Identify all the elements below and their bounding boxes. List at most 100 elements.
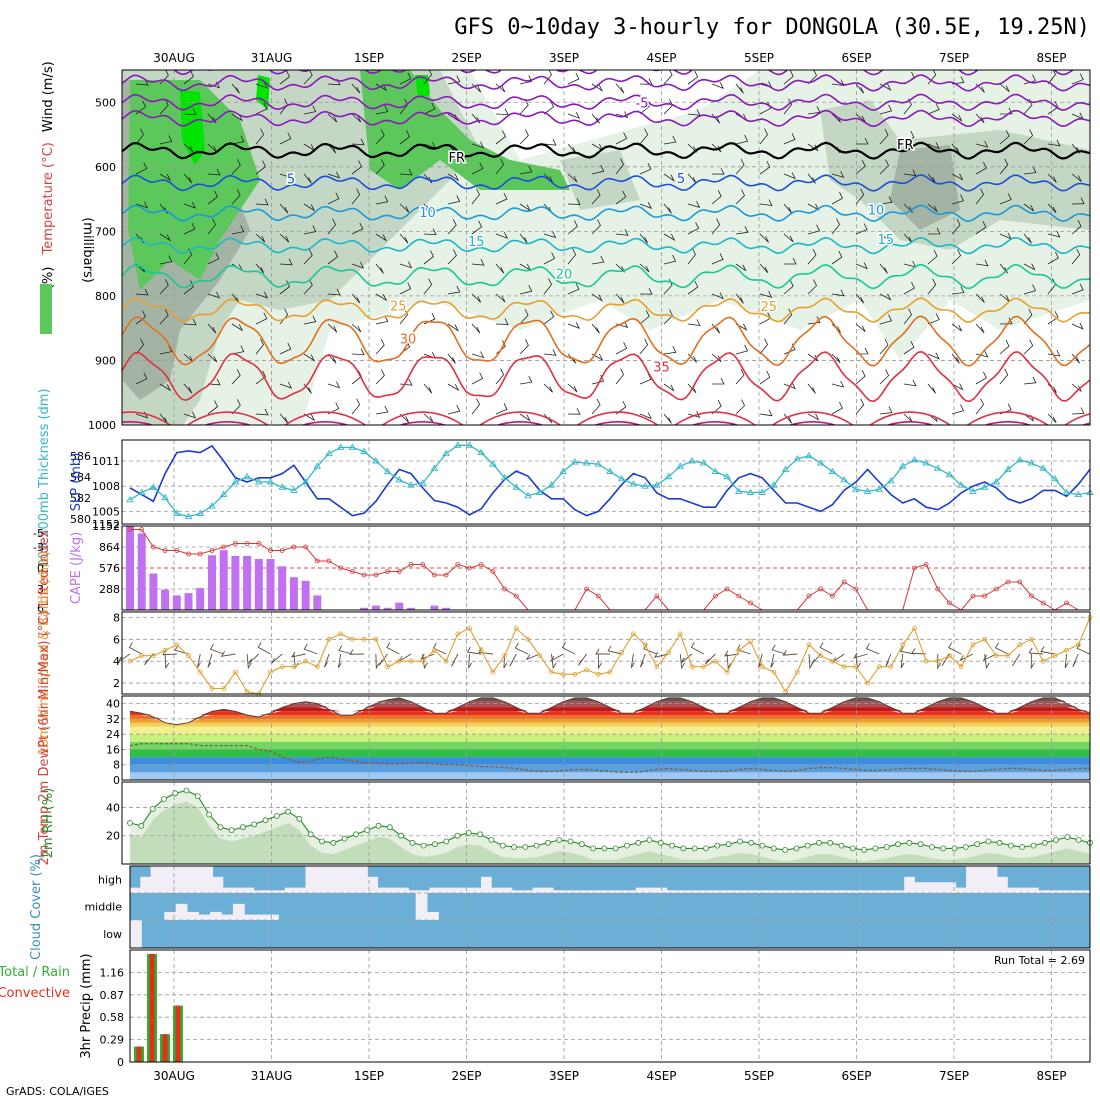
isotherm-loop [497, 420, 543, 425]
wind-speed-point [291, 664, 297, 670]
y-tick-label: 16 [106, 743, 120, 756]
wind-barb [879, 196, 893, 205]
slp-thickness-frame [121, 439, 1091, 525]
wind-barb [615, 132, 628, 145]
wind-speed-point [408, 658, 414, 664]
wind-speed-point [349, 636, 355, 642]
wind-barb [279, 171, 293, 179]
rh-point [319, 838, 325, 845]
cloud-bar [790, 890, 802, 893]
cape-bar [231, 556, 240, 610]
wind-barb [607, 645, 622, 655]
wind-barb [159, 173, 172, 182]
wind10-axis-label: 10m Wind Speed & Barbs (m/s) [37, 551, 52, 756]
wind-barb [543, 100, 555, 115]
y-tick-label: 1008 [92, 480, 120, 493]
contour-label: 15 [877, 233, 894, 248]
isotherm-line [122, 74, 1090, 92]
lifted-index-point [748, 600, 753, 606]
wind-barb [975, 140, 989, 148]
rh-point [669, 842, 675, 849]
cloud-bar [398, 887, 410, 893]
thickness-axis-label: 1000-500mb Thickness (dm) [37, 388, 52, 575]
wind-speed-point [314, 664, 320, 670]
y-tick-label: 6 [113, 633, 120, 646]
wind-barb [519, 339, 529, 355]
wind-barb [471, 372, 484, 385]
wind-label: Wind (m/s) [41, 61, 56, 132]
wind-barb [447, 323, 460, 332]
thickness-point [688, 457, 696, 464]
isotherm-line [122, 350, 1090, 403]
thickness-point [992, 478, 1001, 485]
thickness-point [1051, 474, 1059, 482]
contour-label: 35 [653, 360, 670, 375]
thickness-point [934, 464, 942, 471]
thickness-point [254, 478, 263, 485]
top-date-label: 2SEP [451, 51, 481, 65]
wind-barb [303, 383, 312, 394]
wind-barb [375, 83, 388, 92]
rh-point [849, 845, 856, 852]
wind-barb [999, 263, 1008, 274]
wind-barb [567, 283, 580, 295]
temperature-band [130, 734, 1090, 742]
wind-barb [207, 291, 221, 299]
isotherm-line [122, 93, 1090, 112]
wind-barb [959, 653, 974, 662]
wind-barb [423, 102, 436, 115]
lifted-index-point [923, 562, 929, 567]
thickness-point [1027, 459, 1036, 466]
cape-bar [301, 580, 310, 610]
cloud-bar [625, 890, 637, 893]
rh-point [488, 837, 495, 843]
thickness-point [676, 462, 685, 469]
lifted-index-point [221, 544, 227, 550]
wind-barb [207, 653, 213, 668]
rh-point [601, 845, 608, 852]
rh-point [657, 839, 664, 846]
y-tick-label: 40 [106, 698, 120, 711]
cape-bar [149, 573, 158, 610]
isotherm-line [122, 263, 1090, 290]
thickness-point [126, 495, 134, 503]
wind-speed-point [666, 650, 671, 655]
thickness-point [699, 459, 708, 466]
wind-barb [351, 160, 363, 175]
wind-barb [231, 83, 240, 94]
wind-barb [879, 233, 891, 242]
wind-barb [927, 103, 940, 115]
wind-barb [951, 383, 964, 391]
cloud-bar [914, 882, 926, 893]
wind-barb [567, 198, 581, 205]
wind-barb [591, 165, 605, 175]
wind-barb [770, 653, 775, 668]
wind-barb [807, 316, 821, 325]
wind-barb [951, 194, 965, 205]
precip-convective-bar [136, 1046, 142, 1062]
wind-barb [595, 648, 611, 655]
thickness-point [1062, 488, 1071, 495]
wind-barb [519, 285, 533, 295]
cloud-bar [780, 890, 791, 893]
wind-barb [337, 653, 342, 669]
cloud-bar [212, 876, 224, 893]
wind-speed-point [841, 664, 847, 670]
wind-barb [615, 263, 625, 273]
y-tick-label: 0 [37, 562, 44, 575]
wind-barb [351, 83, 361, 94]
rh-point [906, 839, 913, 846]
thickness-point [1039, 464, 1047, 471]
wind-barb [591, 113, 600, 124]
wind-speed-point [806, 642, 812, 648]
wind-barb [687, 280, 699, 295]
wind-barb [831, 192, 844, 205]
cloud-bar [191, 866, 203, 893]
wind-barb [543, 70, 552, 85]
thickness-point [875, 485, 884, 492]
isotherm-loop [595, 420, 640, 425]
wind-barb [711, 353, 722, 363]
wind-speed-point [713, 658, 718, 664]
thickness-point [758, 488, 766, 495]
thickness-point [454, 441, 462, 448]
